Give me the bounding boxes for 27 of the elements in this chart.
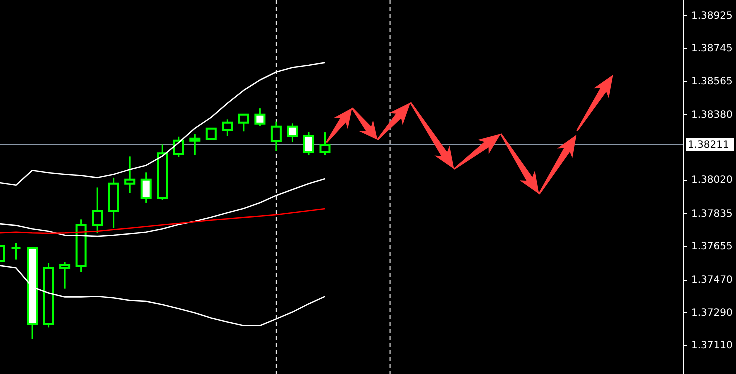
y-tick-label: 1.38020 — [692, 175, 733, 186]
candlestick — [270, 121, 282, 152]
y-tick-label: 1.37290 — [692, 308, 733, 319]
y-tick-label: 1.38925 — [692, 10, 733, 22]
y-tick-label: 1.37110 — [692, 340, 733, 352]
line-series — [0, 208, 326, 234]
candlestick — [10, 242, 22, 261]
candlestick — [60, 262, 71, 290]
y-tick-label: 1.38380 — [692, 110, 733, 121]
y-tick-label: 1.37835 — [692, 208, 733, 220]
y-tick-label: 1.37470 — [692, 275, 733, 286]
candlestick — [303, 131, 314, 156]
candlestick — [287, 122, 298, 144]
ref-line-label: 1.38211 — [688, 140, 730, 152]
y-tick-label: 1.38745 — [692, 44, 733, 55]
candlestick — [254, 108, 266, 128]
candlestick — [92, 186, 104, 234]
candlestick — [140, 172, 152, 204]
candlestick — [190, 134, 201, 156]
candlestick — [206, 128, 217, 142]
candlestick — [173, 136, 184, 158]
candlestick — [124, 156, 136, 194]
y-tick-label: 1.37655 — [692, 242, 733, 253]
candlestick — [222, 118, 234, 138]
y-tick-label: 1.38565 — [692, 76, 733, 88]
candlestick — [320, 132, 331, 156]
candlestick — [238, 114, 250, 132]
